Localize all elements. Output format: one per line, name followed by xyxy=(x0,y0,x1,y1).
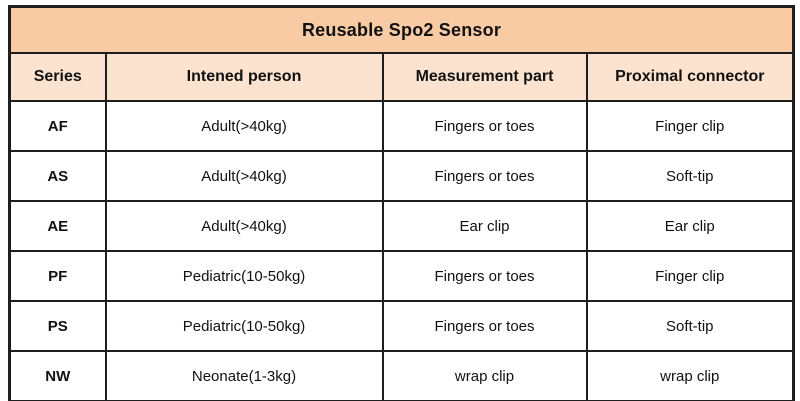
series-cell: NW xyxy=(8,350,107,401)
column-header-measurement-part: Measurement part xyxy=(381,52,588,102)
table-row-nw: NW Neonate(1-3kg) wrap clip wrap clip xyxy=(8,350,795,401)
proximal-connector-cell: Finger clip xyxy=(585,100,795,152)
table-title-row: Reusable Spo2 Sensor xyxy=(8,5,795,54)
series-cell: PF xyxy=(8,250,107,302)
table-row-pf: PF Pediatric(10-50kg) Fingers or toes Fi… xyxy=(8,250,795,302)
intended-person-cell: Adult(>40kg) xyxy=(104,100,384,152)
proximal-connector-cell: wrap clip xyxy=(585,350,795,401)
table-row-ps: PS Pediatric(10-50kg) Fingers or toes So… xyxy=(8,300,795,352)
column-header-intended-person: Intened person xyxy=(104,52,384,102)
proximal-connector-cell: Ear clip xyxy=(585,200,795,252)
intended-person-cell: Adult(>40kg) xyxy=(104,150,384,202)
series-cell: PS xyxy=(8,300,107,352)
intended-person-cell: Pediatric(10-50kg) xyxy=(104,250,384,302)
series-cell: AS xyxy=(8,150,107,202)
table-header-row: Series Intened person Measurement part P… xyxy=(8,52,795,102)
measurement-part-cell: Fingers or toes xyxy=(381,250,588,302)
intended-person-cell: Neonate(1-3kg) xyxy=(104,350,384,401)
spo2-sensor-spec-table: Reusable Spo2 Sensor Series Intened pers… xyxy=(8,5,796,401)
proximal-connector-cell: Soft-tip xyxy=(585,150,795,202)
proximal-connector-cell: Soft-tip xyxy=(585,300,795,352)
table-title: Reusable Spo2 Sensor xyxy=(8,5,795,54)
intended-person-cell: Adult(>40kg) xyxy=(104,200,384,252)
measurement-part-cell: Fingers or toes xyxy=(381,150,588,202)
measurement-part-cell: Fingers or toes xyxy=(381,100,588,152)
proximal-connector-cell: Finger clip xyxy=(585,250,795,302)
column-header-proximal-connector: Proximal connector xyxy=(585,52,795,102)
table-row-as: AS Adult(>40kg) Fingers or toes Soft-tip xyxy=(8,150,795,202)
measurement-part-cell: Ear clip xyxy=(381,200,588,252)
series-cell: AE xyxy=(8,200,107,252)
intended-person-cell: Pediatric(10-50kg) xyxy=(104,300,384,352)
measurement-part-cell: wrap clip xyxy=(381,350,588,401)
measurement-part-cell: Fingers or toes xyxy=(381,300,588,352)
table-row-ae: AE Adult(>40kg) Ear clip Ear clip xyxy=(8,200,795,252)
table-row-af: AF Adult(>40kg) Fingers or toes Finger c… xyxy=(8,100,795,152)
series-cell: AF xyxy=(8,100,107,152)
column-header-series: Series xyxy=(8,52,107,102)
